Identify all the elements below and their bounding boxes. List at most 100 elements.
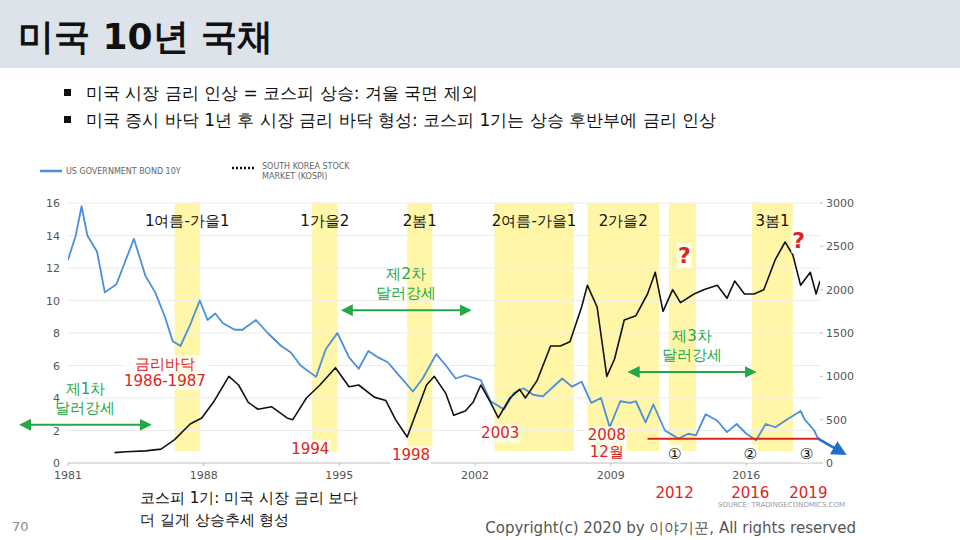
y2-tick-label: 1500	[826, 327, 854, 340]
x-tick	[68, 463, 69, 466]
annotation: 1998	[391, 446, 431, 464]
annotation: ③	[799, 445, 814, 463]
annotation-text: 200812월	[588, 426, 626, 461]
annotation-patch	[799, 445, 814, 463]
y-tick-label: 2	[53, 425, 60, 438]
annotation-text: ③	[800, 445, 813, 463]
source: SOURCE: TRADINGECONOMICS.COM	[718, 501, 845, 509]
x-tick	[746, 463, 747, 466]
y2-tick	[820, 203, 823, 204]
trend-arrow	[818, 439, 844, 454]
annotation: 2016	[730, 484, 770, 502]
annotation: 200812월	[587, 426, 627, 461]
annotation-text-line: 2016	[731, 484, 769, 502]
y-tick-label: 6	[53, 360, 60, 373]
annotation-text: 2019	[789, 484, 827, 502]
season-band	[752, 203, 793, 451]
y2-tick	[820, 419, 823, 420]
legend-swatch	[40, 170, 62, 173]
annotation-text-line: 2019	[789, 484, 827, 502]
band-label: 2봄1	[403, 212, 437, 230]
grid-line	[68, 268, 820, 269]
y2-tick	[820, 333, 823, 334]
dollar-label-line: 달러강세	[376, 284, 436, 302]
annotation-text-line: 12월	[590, 443, 624, 461]
annotation: 금리바닥1986-1987	[123, 355, 207, 390]
grid-line	[68, 300, 820, 301]
annotation-text-line: ③	[800, 445, 813, 463]
y2-tick	[820, 463, 823, 464]
annotation: 2012	[655, 484, 695, 502]
series-lines	[68, 206, 820, 452]
grid-line	[68, 398, 820, 399]
annotation-patch	[791, 228, 806, 253]
annotation: 1994	[290, 440, 330, 458]
legend-label: SOUTH KOREA STOCKMARKET (KOSPI)	[262, 162, 350, 181]
y2-tick-label: 500	[826, 414, 847, 427]
dollar-arrow	[21, 424, 149, 426]
copyright: Copyright(c) 2020 by 이야기꾼, All rights re…	[485, 519, 856, 537]
annotation-text-line: 1994	[291, 440, 329, 458]
legend-swatch	[232, 167, 256, 170]
y2-tick	[820, 289, 823, 290]
series-line	[68, 206, 818, 440]
y2-tick	[820, 246, 823, 247]
annotation: ?	[677, 243, 692, 268]
annotation: ①	[667, 445, 682, 463]
x-tick-label: 1981	[54, 469, 82, 482]
annotation-text: ?	[678, 243, 691, 268]
annotation-patch	[667, 445, 682, 463]
annotation-patch	[480, 424, 520, 442]
y-tick-label: 14	[46, 230, 60, 243]
band-label: 2여름-가을1	[492, 212, 577, 230]
grid-line	[68, 235, 820, 236]
season-band	[407, 203, 432, 451]
annotation-text: 금리바닥1986-1987	[124, 355, 206, 390]
annotation-text: 1998	[392, 446, 430, 464]
season-band	[175, 203, 200, 451]
bullet-mark	[64, 89, 71, 96]
grid-line	[68, 463, 820, 464]
annotation-patch	[743, 445, 758, 463]
annotation-text-line: 금리바닥	[135, 355, 195, 373]
annotation: ②	[743, 445, 758, 463]
dollar-label-line: 달러강세	[662, 346, 722, 364]
annotation-patch	[391, 446, 431, 464]
title: 미국 10년 국채	[18, 16, 273, 57]
band-label: 1여름-가을1	[145, 212, 230, 230]
dollar-label: 제3차달러강세	[662, 327, 722, 364]
y2-tick	[820, 376, 823, 377]
y2-tick-label: 3000	[826, 197, 854, 210]
annotation-text-line: 1998	[392, 446, 430, 464]
grid-line	[68, 430, 820, 431]
note-line: 코스피 1기: 미국 시장 금리 보다	[140, 489, 358, 507]
x-tick	[610, 463, 611, 466]
annotation-patch	[290, 440, 330, 458]
grid-line	[68, 203, 820, 204]
annotation-text-line: 2012	[656, 484, 694, 502]
y2-tick-label: 1000	[826, 370, 854, 383]
annotation-patch	[123, 355, 207, 390]
grid	[68, 203, 823, 463]
annotation-text-line: ?	[792, 228, 805, 253]
annotation-patch	[730, 484, 770, 502]
band-label: 1가을2	[300, 212, 349, 230]
note-line: 더 길게 상승추세 형성	[140, 511, 289, 529]
annotation-text: 1994	[291, 440, 329, 458]
y-tick-label: 10	[46, 295, 60, 308]
x-tick-label: 2002	[461, 469, 489, 482]
dollar-label-line: 제1차	[66, 380, 106, 398]
series-line	[115, 242, 820, 453]
season-band	[312, 203, 337, 451]
support-line	[648, 438, 820, 440]
season-band	[494, 203, 573, 451]
annotation: 2003	[480, 424, 520, 442]
band-label: 3봄1	[755, 212, 789, 230]
annotation-patch	[587, 426, 627, 461]
note: 코스피 1기: 미국 시장 금리 보다더 길게 상승추세 형성	[140, 489, 358, 529]
annotation: 2019	[788, 484, 828, 502]
bands	[175, 203, 793, 451]
annotation-patch	[677, 243, 692, 268]
x-axis-line	[68, 463, 820, 464]
annotation-text-line: ?	[678, 243, 691, 268]
